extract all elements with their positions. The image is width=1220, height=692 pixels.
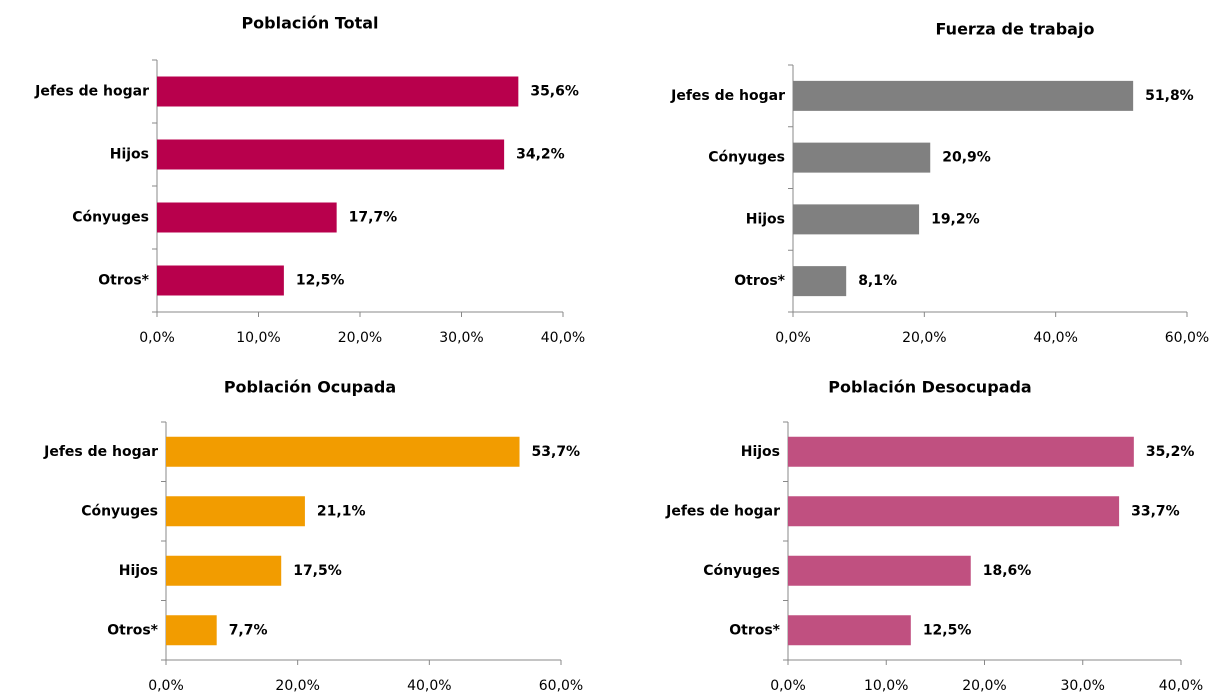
- bar: [157, 265, 284, 296]
- x-tick-label: 30,0%: [439, 330, 483, 346]
- x-tick-label: 0,0%: [770, 678, 806, 692]
- bar: [793, 142, 931, 173]
- bar: [788, 615, 911, 646]
- bar: [793, 204, 920, 235]
- bar: [793, 266, 847, 297]
- bar: [788, 555, 971, 586]
- value-label: 53,7%: [532, 444, 581, 460]
- category-label: Cónyuges: [703, 563, 780, 579]
- x-tick-label: 60,0%: [539, 678, 583, 692]
- value-label: 51,8%: [1145, 88, 1194, 104]
- x-tick-label: 40,0%: [541, 330, 585, 346]
- bar: [788, 436, 1134, 467]
- category-label: Hijos: [741, 444, 780, 460]
- category-label: Jefes de hogar: [665, 503, 780, 519]
- x-tick-label: 40,0%: [1033, 330, 1077, 346]
- bar: [166, 436, 520, 467]
- category-label: Otros*: [729, 622, 780, 638]
- value-label: 12,5%: [296, 273, 345, 289]
- value-label: 20,9%: [942, 150, 991, 166]
- value-label: 17,7%: [349, 210, 398, 226]
- category-label: Hijos: [110, 147, 149, 163]
- x-tick-label: 40,0%: [407, 678, 451, 692]
- x-tick-label: 20,0%: [962, 678, 1006, 692]
- value-label: 19,2%: [931, 211, 980, 227]
- category-label: Cónyuges: [72, 210, 149, 226]
- value-label: 35,6%: [530, 84, 579, 100]
- category-label: Otros*: [734, 273, 785, 289]
- x-tick-label: 20,0%: [902, 330, 946, 346]
- value-label: 33,7%: [1131, 503, 1180, 519]
- value-label: 12,5%: [923, 622, 972, 638]
- value-label: 35,2%: [1146, 444, 1195, 460]
- bar: [157, 76, 519, 107]
- x-tick-label: 60,0%: [1165, 330, 1209, 346]
- value-label: 18,6%: [983, 563, 1032, 579]
- chart-title: Población Desocupada: [828, 378, 1031, 397]
- bar: [166, 555, 282, 586]
- category-label: Cónyuges: [81, 503, 158, 519]
- x-tick-label: 0,0%: [148, 678, 184, 692]
- x-tick-label: 0,0%: [139, 330, 175, 346]
- category-label: Otros*: [107, 622, 158, 638]
- bar: [157, 202, 337, 233]
- bar: [166, 496, 305, 527]
- value-label: 8,1%: [858, 273, 897, 289]
- x-tick-label: 20,0%: [275, 678, 319, 692]
- category-label: Jefes de hogar: [670, 88, 785, 104]
- x-tick-label: 0,0%: [775, 330, 811, 346]
- chart-title: Población Ocupada: [224, 378, 396, 397]
- x-tick-label: 10,0%: [864, 678, 908, 692]
- bar: [157, 139, 505, 170]
- category-label: Hijos: [119, 563, 158, 579]
- value-label: 17,5%: [293, 563, 342, 579]
- category-label: Cónyuges: [708, 150, 785, 166]
- category-label: Otros*: [98, 273, 149, 289]
- x-tick-label: 20,0%: [338, 330, 382, 346]
- x-tick-label: 40,0%: [1159, 678, 1203, 692]
- value-label: 7,7%: [229, 622, 268, 638]
- category-label: Jefes de hogar: [43, 444, 158, 460]
- bar: [793, 80, 1134, 111]
- value-label: 21,1%: [317, 503, 366, 519]
- bar: [788, 496, 1120, 527]
- category-label: Jefes de hogar: [34, 84, 149, 100]
- chart-title: Población Total: [241, 14, 378, 33]
- x-tick-label: 30,0%: [1061, 678, 1105, 692]
- value-label: 34,2%: [516, 147, 565, 163]
- category-label: Hijos: [746, 211, 785, 227]
- chart-title: Fuerza de trabajo: [936, 20, 1095, 39]
- bar: [166, 615, 217, 646]
- x-tick-label: 10,0%: [236, 330, 280, 346]
